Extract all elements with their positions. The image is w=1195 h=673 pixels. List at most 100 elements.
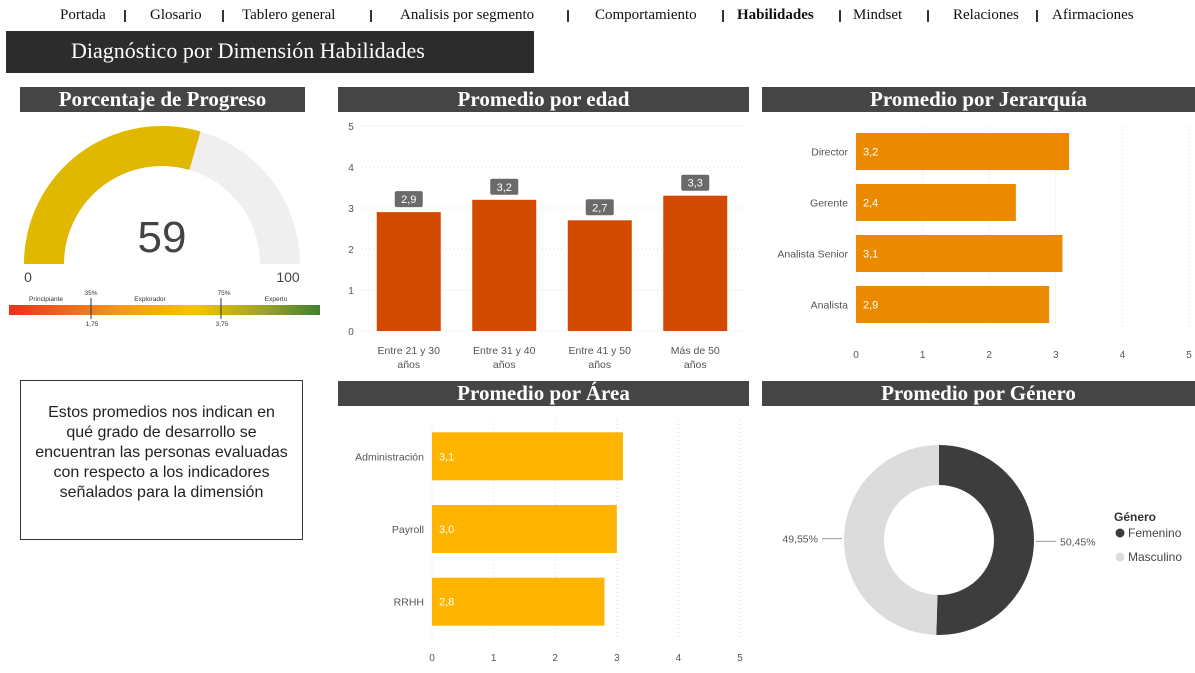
genero-chart-title: Promedio por Género [762,381,1195,406]
bar[interactable] [432,432,623,481]
gauge-value: 59 [138,213,187,262]
legend-marker [1115,528,1125,538]
nav-tablero-general[interactable]: Tablero general [242,7,336,23]
x-tick-label: 5 [737,653,743,664]
x-tick-label: 4 [676,653,682,664]
x-tick-label: 1 [491,653,497,664]
legend-title: Género [1114,510,1156,524]
progress-scale-values: 1,75 3,75 [86,321,229,328]
nav-relaciones[interactable]: Relaciones [953,7,1019,23]
legend-item[interactable]: Masculino [1128,550,1182,564]
scale-marker-35-pct: 35% [84,290,97,297]
data-label: 3,2 [863,147,878,159]
scale-marker-375: 3,75 [216,321,229,328]
bar[interactable] [856,184,1016,221]
category-label: años [397,359,420,371]
gauge-fill [24,126,201,264]
donut-slice[interactable] [843,445,939,635]
category-label: Director [811,147,848,159]
y-tick-label: 5 [348,122,354,133]
bar[interactable] [856,235,1063,272]
category-label: años [588,359,611,371]
data-label: 3,1 [439,451,454,463]
x-tick-label: 2 [986,350,992,361]
x-tick-label: 3 [614,653,620,664]
x-tick-label: 0 [429,653,435,664]
data-label-badge [681,174,710,191]
nav-separator [839,10,841,22]
data-label: 2,7 [592,202,607,214]
y-tick-label: 3 [348,204,354,215]
nav-separator [124,10,126,22]
area-bar-chart: 0 1 2 3 4 5 3,1 Administración 3,0 Payroll 2,8 RRHH [355,420,743,664]
nav-afirmaciones[interactable]: Afirmaciones [1052,7,1134,23]
page-title: Diagnóstico por Dimensión Habilidades [6,31,534,73]
data-label-badge [490,178,519,195]
gauge-max: 100 [276,269,300,285]
category-label: Gerente [810,198,848,210]
nav-separator [567,10,569,22]
bar[interactable] [432,577,605,626]
bar[interactable] [856,286,1050,323]
jerarquia-bar-chart: 0 1 2 3 4 5 3,2 Director 2,4 Gerente 3,1 Analista S… [777,126,1192,361]
scale-marker-175: 1,75 [86,321,99,328]
progress-scale-bar [9,305,320,315]
category-label: Payroll [392,524,424,536]
nav-portada[interactable]: Portada [60,7,106,23]
genero-donut-chart: 50,45% 49,55% Género Femenino Masculino [782,445,1182,635]
scale-label-explorador: Explorador [134,296,166,303]
category-label: RRHH [394,597,424,609]
nav-habilidades[interactable]: Habilidades [737,7,814,23]
nav-separator [370,10,372,22]
scale-label-experto: Experto [265,296,288,303]
category-label: Más de 50 [671,345,720,357]
bar[interactable] [567,220,632,331]
category-label: años [493,359,516,371]
info-note: Estos promedios nos indican en qué grado… [20,380,303,540]
jerarquia-chart-title: Promedio por Jerarquía [762,87,1195,112]
y-tick-label: 4 [348,163,354,174]
category-label: Analista Senior [777,249,848,261]
data-label: 2,4 [863,198,878,210]
bar[interactable] [376,212,441,331]
area-chart-title: Promedio por Área [338,381,749,406]
nav-separator [1036,10,1038,22]
data-label: 2,8 [439,597,454,609]
x-tick-label: 5 [1186,350,1192,361]
category-label: años [684,359,707,371]
nav-separator [222,10,224,22]
data-label-badge [394,191,423,208]
slice-label: 50,45% [1060,536,1096,548]
data-label: 2,9 [401,194,416,206]
data-label: 3,3 [688,178,703,190]
scale-label-principiante: Principiante [29,296,63,303]
x-tick-label: 0 [853,350,859,361]
data-label: 3,0 [439,524,454,536]
donut-slice[interactable] [936,445,1034,635]
bar[interactable] [432,505,617,553]
nav-analisis-segmento[interactable]: Analisis por segmento [400,7,535,23]
legend-marker [1115,552,1125,562]
category-label: Analista [811,300,849,312]
progress-gauge: 59 0 100 Principiante Explorador Experto… [9,126,320,319]
edad-bar-chart: 0 1 2 3 4 5 2,9 Entre 21 y 30 años 3,2 Entre 31 y … [348,122,743,371]
data-label: 3,2 [497,182,512,194]
nav-comportamiento[interactable]: Comportamiento [595,7,697,23]
data-label: 2,9 [863,300,878,312]
data-label: 3,1 [863,249,878,261]
bar[interactable] [472,199,537,331]
category-label: Entre 31 y 40 [473,345,536,357]
legend-item[interactable]: Femenino [1128,526,1182,540]
edad-chart-title: Promedio por edad [338,87,749,112]
nav-mindset[interactable]: Mindset [853,7,903,23]
x-tick-label: 2 [552,653,558,664]
nav-glosario[interactable]: Glosario [150,7,202,23]
bar[interactable] [856,133,1070,170]
gauge-title: Porcentaje de Progreso [20,87,305,112]
category-label: Administración [355,451,424,463]
x-tick-label: 1 [920,350,926,361]
bar[interactable] [663,195,728,331]
x-tick-label: 4 [1120,350,1126,361]
y-tick-label: 0 [348,327,354,338]
x-tick-label: 3 [1053,350,1059,361]
